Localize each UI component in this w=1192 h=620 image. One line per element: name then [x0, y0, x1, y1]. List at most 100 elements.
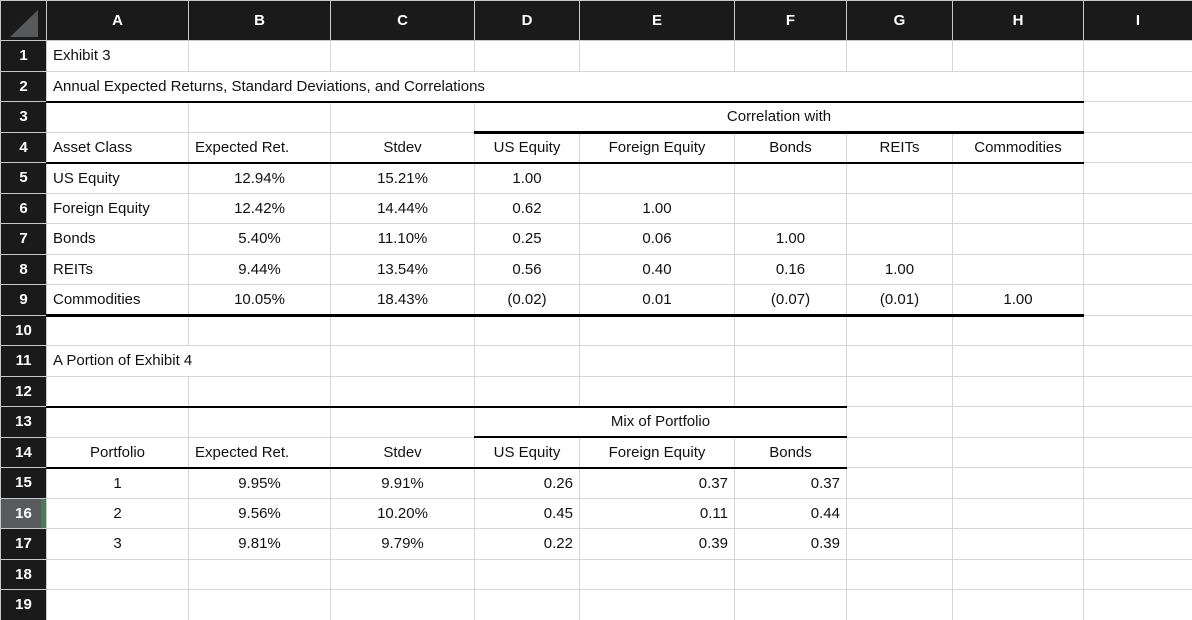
cell-I16[interactable] — [1083, 497, 1192, 529]
cell-A17[interactable]: 3 — [46, 528, 189, 560]
cell-H12[interactable] — [952, 375, 1084, 407]
cell-F4[interactable]: Bonds — [734, 131, 847, 164]
cell-A4[interactable]: Asset Class — [46, 131, 189, 164]
cell-E11[interactable] — [579, 345, 735, 377]
cell-G9[interactable]: (0.01) — [846, 284, 953, 317]
column-header-D[interactable]: D — [474, 0, 580, 41]
cell-H16[interactable] — [952, 497, 1084, 529]
cell-D6[interactable]: 0.62 — [474, 192, 580, 224]
cell-H9[interactable]: 1.00 — [952, 284, 1084, 317]
cell-D5[interactable]: 1.00 — [474, 162, 580, 194]
cell-A12[interactable] — [46, 375, 189, 408]
column-header-E[interactable]: E — [579, 0, 735, 41]
cell-D3[interactable]: Correlation with — [474, 101, 1084, 134]
cell-B6[interactable]: 12.42% — [188, 192, 331, 224]
cell-A13[interactable] — [46, 406, 189, 438]
cell-C7[interactable]: 11.10% — [330, 223, 475, 255]
column-header-B[interactable]: B — [188, 0, 331, 41]
cell-F19[interactable] — [734, 589, 847, 620]
cell-E6[interactable]: 1.00 — [579, 192, 735, 224]
cell-D1[interactable] — [474, 40, 580, 72]
cell-E5[interactable] — [579, 162, 735, 194]
cell-A6[interactable]: Foreign Equity — [46, 192, 189, 224]
cell-D17[interactable]: 0.22 — [474, 528, 580, 560]
cell-I6[interactable] — [1083, 192, 1192, 224]
cell-A7[interactable]: Bonds — [46, 223, 189, 255]
cell-F6[interactable] — [734, 192, 847, 224]
cell-G13[interactable] — [846, 406, 953, 438]
cell-I15[interactable] — [1083, 467, 1192, 499]
cell-A8[interactable]: REITs — [46, 253, 189, 285]
column-header-F[interactable]: F — [734, 0, 847, 41]
row-header-18[interactable]: 18 — [0, 558, 47, 590]
cell-I7[interactable] — [1083, 223, 1192, 255]
cell-H4[interactable]: Commodities — [952, 131, 1084, 164]
cell-H18[interactable] — [952, 558, 1084, 590]
cell-A9[interactable]: Commodities — [46, 284, 189, 317]
cell-D10[interactable] — [474, 314, 580, 346]
cell-G6[interactable] — [846, 192, 953, 224]
cell-I11[interactable] — [1083, 345, 1192, 377]
cell-A11[interactable]: A Portion of Exhibit 4 — [46, 345, 331, 377]
cell-F10[interactable] — [734, 314, 847, 346]
cell-D7[interactable]: 0.25 — [474, 223, 580, 255]
cell-C16[interactable]: 10.20% — [330, 497, 475, 529]
cell-G19[interactable] — [846, 589, 953, 620]
cell-C11[interactable] — [330, 345, 475, 377]
column-header-I[interactable]: I — [1083, 0, 1192, 41]
cell-E14[interactable]: Foreign Equity — [579, 436, 735, 469]
cell-H5[interactable] — [952, 162, 1084, 194]
cell-C1[interactable] — [330, 40, 475, 72]
cell-E7[interactable]: 0.06 — [579, 223, 735, 255]
cell-D4[interactable]: US Equity — [474, 131, 580, 164]
cell-C6[interactable]: 14.44% — [330, 192, 475, 224]
cell-B19[interactable] — [188, 589, 331, 620]
cell-B8[interactable]: 9.44% — [188, 253, 331, 285]
cell-D15[interactable]: 0.26 — [474, 467, 580, 499]
cell-B3[interactable] — [188, 101, 331, 133]
row-header-5[interactable]: 5 — [0, 162, 47, 194]
row-header-7[interactable]: 7 — [0, 223, 47, 255]
cell-B10[interactable] — [188, 314, 331, 346]
cell-E8[interactable]: 0.40 — [579, 253, 735, 285]
cell-G4[interactable]: REITs — [846, 131, 953, 164]
cell-F15[interactable]: 0.37 — [734, 467, 847, 499]
cell-I17[interactable] — [1083, 528, 1192, 560]
cell-B4[interactable]: Expected Ret. — [188, 131, 331, 164]
row-header-15[interactable]: 15 — [0, 467, 47, 499]
cell-E19[interactable] — [579, 589, 735, 620]
cell-F17[interactable]: 0.39 — [734, 528, 847, 560]
cell-C13[interactable] — [330, 406, 475, 438]
cell-I12[interactable] — [1083, 375, 1192, 407]
cell-F5[interactable] — [734, 162, 847, 194]
cell-G7[interactable] — [846, 223, 953, 255]
row-header-4[interactable]: 4 — [0, 131, 47, 163]
cell-B14[interactable]: Expected Ret. — [188, 436, 331, 469]
cell-G11[interactable] — [846, 345, 953, 377]
cell-G16[interactable] — [846, 497, 953, 529]
cell-A19[interactable] — [46, 589, 189, 620]
cell-B13[interactable] — [188, 406, 331, 438]
row-header-1[interactable]: 1 — [0, 40, 47, 72]
cell-B5[interactable]: 12.94% — [188, 162, 331, 194]
cell-C4[interactable]: Stdev — [330, 131, 475, 164]
row-header-17[interactable]: 17 — [0, 528, 47, 560]
cell-D16[interactable]: 0.45 — [474, 497, 580, 529]
column-header-H[interactable]: H — [952, 0, 1084, 41]
cell-F18[interactable] — [734, 558, 847, 590]
cell-I2[interactable] — [1083, 70, 1192, 102]
cell-H8[interactable] — [952, 253, 1084, 285]
cell-I13[interactable] — [1083, 406, 1192, 438]
cell-C5[interactable]: 15.21% — [330, 162, 475, 194]
cell-B9[interactable]: 10.05% — [188, 284, 331, 317]
cell-I4[interactable] — [1083, 131, 1192, 163]
cell-D14[interactable]: US Equity — [474, 436, 580, 469]
cell-E10[interactable] — [579, 314, 735, 346]
cell-E12[interactable] — [579, 375, 735, 408]
cell-H13[interactable] — [952, 406, 1084, 438]
cell-A16[interactable]: 2 — [46, 497, 189, 529]
column-header-A[interactable]: A — [46, 0, 189, 41]
cell-F7[interactable]: 1.00 — [734, 223, 847, 255]
cell-G17[interactable] — [846, 528, 953, 560]
cell-D12[interactable] — [474, 375, 580, 408]
